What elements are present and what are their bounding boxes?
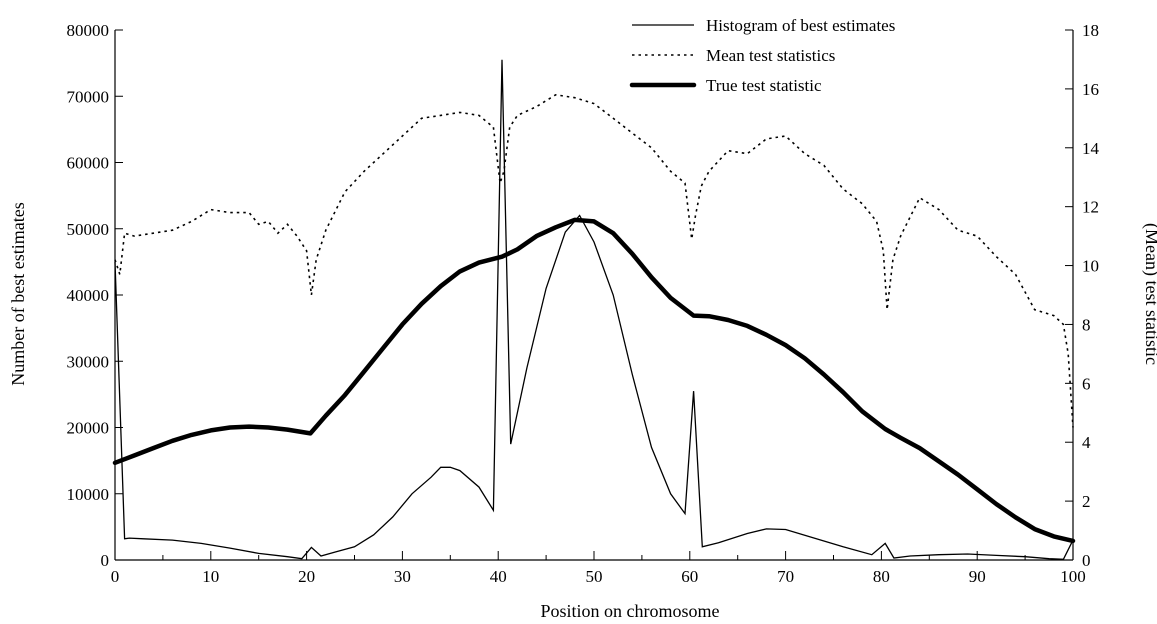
x-axis-title: Position on chromosome (541, 601, 720, 621)
legend-label-3: True test statistic (706, 76, 822, 95)
y-axis-title-right: (Mean) test statistic (1141, 223, 1157, 365)
series-line-3 (112, 217, 1076, 544)
x-tick-label: 100 (1060, 567, 1086, 586)
y-tick-label-left: 70000 (67, 87, 110, 106)
axes: 0 10 20 30 40 50 60 70 80 90 100010000200003000040… (67, 21, 1100, 586)
y-tick-label-left: 0 (101, 551, 110, 570)
x-tick-label: 10 (202, 567, 219, 586)
y-tick-label-right: 18 (1082, 21, 1099, 40)
series-line-2 (114, 93, 1074, 428)
legend: Histogram of best estimates Mean test sta… (629, 16, 895, 95)
y-tick-label-right: 4 (1082, 433, 1091, 452)
y-tick-label-right: 6 (1082, 374, 1091, 393)
x-tick-label: 70 (777, 567, 794, 586)
y-tick-label-right: 10 (1082, 257, 1099, 276)
x-tick-label: 60 (681, 567, 698, 586)
y-tick-label-left: 10000 (67, 485, 110, 504)
series-group (112, 59, 1076, 560)
y-tick-label-right: 8 (1082, 315, 1091, 334)
y-tick-label-left: 80000 (67, 21, 110, 40)
x-tick-label: 40 (490, 567, 507, 586)
y-tick-label-left: 20000 (67, 419, 110, 438)
legend-label-2: Mean test statistics (706, 46, 835, 65)
y-tick-label-left: 40000 (67, 286, 110, 305)
y-tick-label-left: 30000 (67, 352, 110, 371)
x-tick-label: 80 (873, 567, 890, 586)
series-line-1 (114, 59, 1074, 560)
y-tick-label-right: 2 (1082, 492, 1091, 511)
y-axis-title-left: Number of best estimates (8, 202, 28, 385)
y-tick-label-right: 12 (1082, 198, 1099, 217)
y-tick-label-left: 50000 (67, 220, 110, 239)
y-tick-label-right: 14 (1082, 139, 1100, 158)
x-tick-label: 30 (394, 567, 411, 586)
x-tick-label: 0 (111, 567, 120, 586)
y-tick-label-left: 60000 (67, 154, 110, 173)
y-tick-label-right: 0 (1082, 551, 1091, 570)
legend-label-1: Histogram of best estimates (706, 16, 895, 35)
x-tick-label: 20 (298, 567, 315, 586)
x-tick-label: 50 (586, 567, 603, 586)
y-tick-label-right: 16 (1082, 80, 1099, 99)
x-tick-label: 90 (969, 567, 986, 586)
